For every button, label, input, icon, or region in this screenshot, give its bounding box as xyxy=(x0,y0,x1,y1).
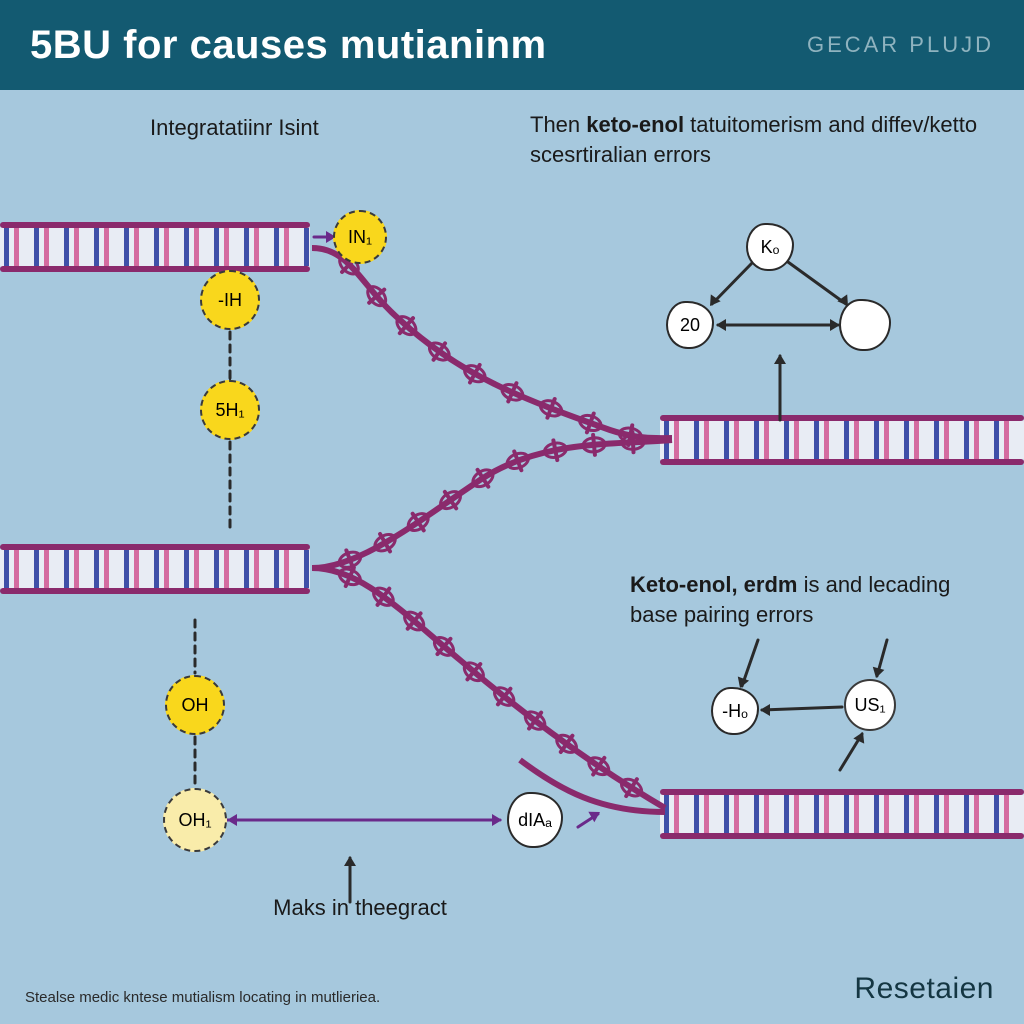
node-n_oh1: OH xyxy=(165,675,225,735)
subtitle-left: Integratatiinr Isint xyxy=(150,115,319,141)
diagram-canvas: 5BU for causes mutianinm GECAR PLUJD Int… xyxy=(0,0,1024,1024)
description-mid-right: Keto-enol, erdm is and lecading base pai… xyxy=(630,570,990,629)
desc-part-a: Then xyxy=(530,112,586,137)
page-title: 5BU for causes mutianinm xyxy=(30,23,547,68)
node-n_20: 20 xyxy=(666,301,714,349)
description-top-right: Then keto-enol tatuitomerism and diffev/… xyxy=(530,110,985,169)
desc-part-bold: keto-enol xyxy=(586,112,684,137)
header-brand: GECAR PLUJD xyxy=(807,32,994,58)
footer-caption: Stealse medic kntese mutialism locating … xyxy=(25,989,380,1006)
node-n_gh xyxy=(839,299,891,351)
desc-mid-bold: Keto-enol, erdm xyxy=(630,572,797,597)
node-n_k: Kₒ xyxy=(746,223,794,271)
node-n_5h: 5H₁ xyxy=(200,380,260,440)
node-n_us: US₁ xyxy=(844,679,896,731)
caption-bottom: Maks in theegract xyxy=(250,895,470,921)
footer-brand: Resetaien xyxy=(854,972,994,1006)
node-n_in: IN₁ xyxy=(333,210,387,264)
node-n_oh2: OH₁ xyxy=(163,788,227,852)
node-n_ho: -Hₒ xyxy=(711,687,759,735)
node-n_ih: -IH xyxy=(200,270,260,330)
node-n_dia: dIAₐ xyxy=(507,792,563,848)
header-bar: 5BU for causes mutianinm GECAR PLUJD xyxy=(0,0,1024,90)
